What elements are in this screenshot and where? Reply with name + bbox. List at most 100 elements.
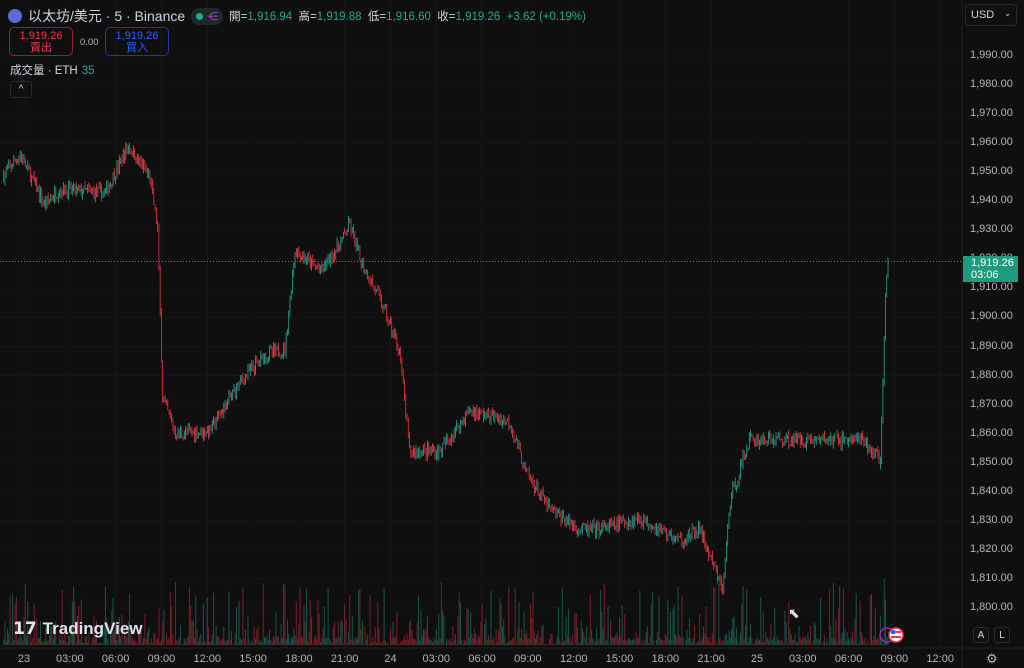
volume-bar bbox=[261, 641, 263, 645]
volume-bar bbox=[425, 627, 427, 645]
share-icon: ⋲ bbox=[207, 10, 219, 23]
settings-gear-icon[interactable]: ⚙ bbox=[986, 651, 998, 666]
volume-bar bbox=[430, 640, 432, 645]
volume-bar bbox=[215, 625, 217, 645]
volume-bar bbox=[196, 629, 198, 645]
economic-events-icon[interactable] bbox=[879, 627, 905, 643]
volume-bar bbox=[643, 643, 645, 645]
volume-bar bbox=[144, 613, 146, 645]
volume-bar bbox=[639, 590, 641, 645]
status-pill[interactable]: ⋲ bbox=[191, 7, 224, 25]
volume-bar bbox=[785, 622, 787, 645]
volume-bar bbox=[719, 637, 721, 645]
volume-bar bbox=[381, 643, 383, 645]
volume-bar bbox=[364, 626, 366, 645]
volume-bar bbox=[190, 605, 192, 645]
volume-bar bbox=[509, 641, 511, 645]
volume-bar bbox=[535, 638, 537, 645]
volume-bar bbox=[103, 624, 105, 645]
y-tick-label: 1,850.00 bbox=[970, 455, 1013, 468]
volume-bar bbox=[472, 637, 474, 645]
volume-bar bbox=[798, 626, 800, 645]
volume-bar bbox=[663, 640, 665, 645]
volume-bar bbox=[54, 624, 56, 645]
volume-bar bbox=[22, 641, 24, 645]
volume-bar bbox=[681, 596, 683, 645]
volume-bar bbox=[731, 629, 733, 645]
volume-bar bbox=[727, 640, 729, 645]
volume-bar bbox=[606, 639, 608, 645]
volume-bar bbox=[281, 637, 283, 645]
volume-bar bbox=[304, 621, 306, 645]
volume-bar bbox=[697, 642, 699, 645]
volume-bar bbox=[74, 602, 76, 645]
volume-bar bbox=[568, 608, 570, 645]
volume-bar bbox=[303, 605, 305, 645]
sell-button[interactable]: 1,919.26 賣出 bbox=[9, 27, 73, 56]
volume-bar bbox=[262, 583, 264, 645]
volume-bar bbox=[865, 644, 867, 645]
x-tick-label: 15:00 bbox=[605, 653, 634, 665]
symbol-title[interactable]: 以太坊/美元 · 5 · Binance bbox=[28, 8, 186, 24]
buy-button[interactable]: 1,919.26 買入 bbox=[105, 27, 169, 56]
volume-bar bbox=[410, 619, 412, 645]
volume-bar bbox=[761, 641, 763, 645]
volume-bar bbox=[213, 592, 215, 645]
volume-bar bbox=[468, 637, 470, 645]
volume-bar bbox=[645, 632, 647, 645]
volume-bar bbox=[528, 638, 530, 645]
volume-bar bbox=[13, 640, 15, 645]
volume-bar bbox=[42, 639, 44, 645]
volume-bar bbox=[476, 640, 478, 645]
volume-bar bbox=[386, 642, 388, 645]
volume-bar bbox=[368, 644, 370, 645]
y-tick-label: 1,910.00 bbox=[970, 281, 1013, 294]
auto-scale-button[interactable]: A bbox=[973, 627, 989, 643]
chevron-up-icon[interactable]: ^ bbox=[10, 81, 32, 98]
volume-bar bbox=[783, 643, 785, 645]
tradingview-logo[interactable]: 𝟭𝟳 TradingView bbox=[13, 619, 143, 638]
volume-bar bbox=[237, 642, 239, 645]
volume-bar bbox=[31, 641, 33, 645]
volume-bar bbox=[709, 637, 711, 645]
volume-bar bbox=[225, 640, 227, 645]
volume-bar bbox=[644, 638, 646, 645]
volume-bar bbox=[73, 586, 75, 645]
volume-bar bbox=[612, 637, 614, 645]
volume-bar bbox=[527, 637, 529, 645]
log-scale-button[interactable]: L bbox=[994, 627, 1010, 643]
volume-bar bbox=[120, 637, 122, 645]
volume-bar bbox=[701, 637, 703, 645]
volume-bar bbox=[222, 638, 224, 645]
volume-bar bbox=[465, 642, 467, 645]
volume-bar bbox=[596, 627, 598, 645]
volume-bar bbox=[299, 588, 301, 645]
volume-bar bbox=[328, 638, 330, 645]
volume-bar bbox=[759, 639, 761, 645]
volume-bar bbox=[330, 640, 332, 645]
volume-bar bbox=[82, 642, 84, 645]
volume-bar bbox=[876, 639, 878, 645]
volume-bar bbox=[699, 613, 701, 645]
sell-label: 賣出 bbox=[30, 41, 52, 54]
volume-bar bbox=[442, 610, 444, 645]
volume-bar bbox=[561, 587, 563, 645]
currency-select[interactable]: USD ⌄ bbox=[965, 4, 1017, 26]
volume-bar bbox=[219, 639, 221, 645]
volume-bar bbox=[565, 616, 567, 645]
volume-bar bbox=[341, 622, 343, 645]
volume-bar bbox=[678, 634, 680, 645]
x-tick-label: 24 bbox=[384, 653, 397, 665]
volume-bar bbox=[542, 624, 544, 645]
symbol-legend: 以太坊/美元 · 5 · Binance ⋲ 開=1,916.94 高=1,91… bbox=[8, 6, 586, 26]
volume-bar bbox=[593, 640, 595, 645]
volume-bar bbox=[877, 636, 879, 645]
volume-bar bbox=[307, 641, 309, 645]
y-tick-label: 1,870.00 bbox=[970, 397, 1013, 410]
volume-bar bbox=[266, 635, 268, 645]
volume-bar bbox=[523, 611, 525, 645]
volume-bar bbox=[627, 638, 629, 645]
volume-bar bbox=[848, 638, 850, 645]
volume-bar bbox=[228, 591, 230, 645]
